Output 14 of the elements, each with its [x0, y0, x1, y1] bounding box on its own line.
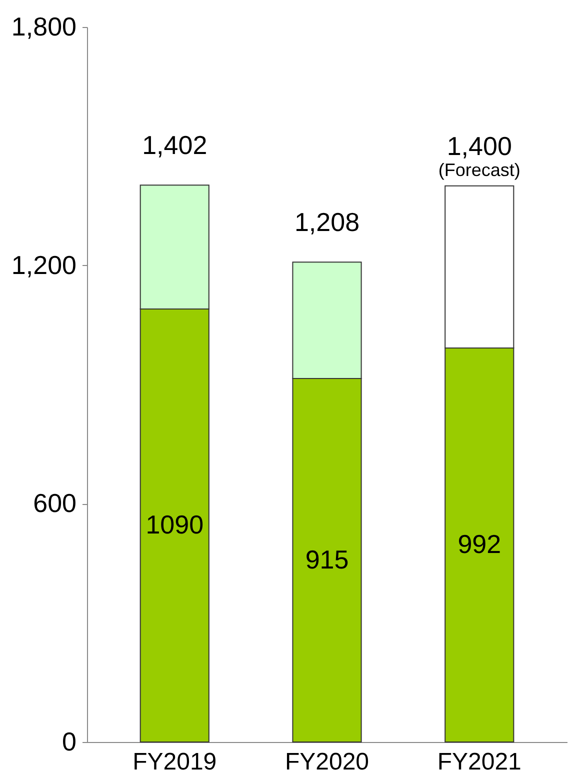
data-label: 1090	[146, 510, 204, 540]
data-label: 992	[458, 528, 502, 559]
total-label: 1,400	[446, 130, 512, 161]
annotation: (Forecast)	[438, 160, 520, 180]
data-label: 915	[305, 544, 349, 574]
x-tick-label: FY2021	[437, 748, 522, 776]
y-tick-label: 600	[33, 488, 76, 518]
y-tick-label: 1,800	[11, 12, 76, 42]
total-label: 1,402	[142, 130, 208, 160]
x-tick-label: FY2019	[132, 748, 217, 776]
y-tick-label: 0	[62, 726, 76, 756]
x-tick-label: FY2020	[284, 748, 370, 776]
y-tick-label: 1,200	[11, 250, 76, 280]
total-label: 1,208	[294, 207, 360, 238]
